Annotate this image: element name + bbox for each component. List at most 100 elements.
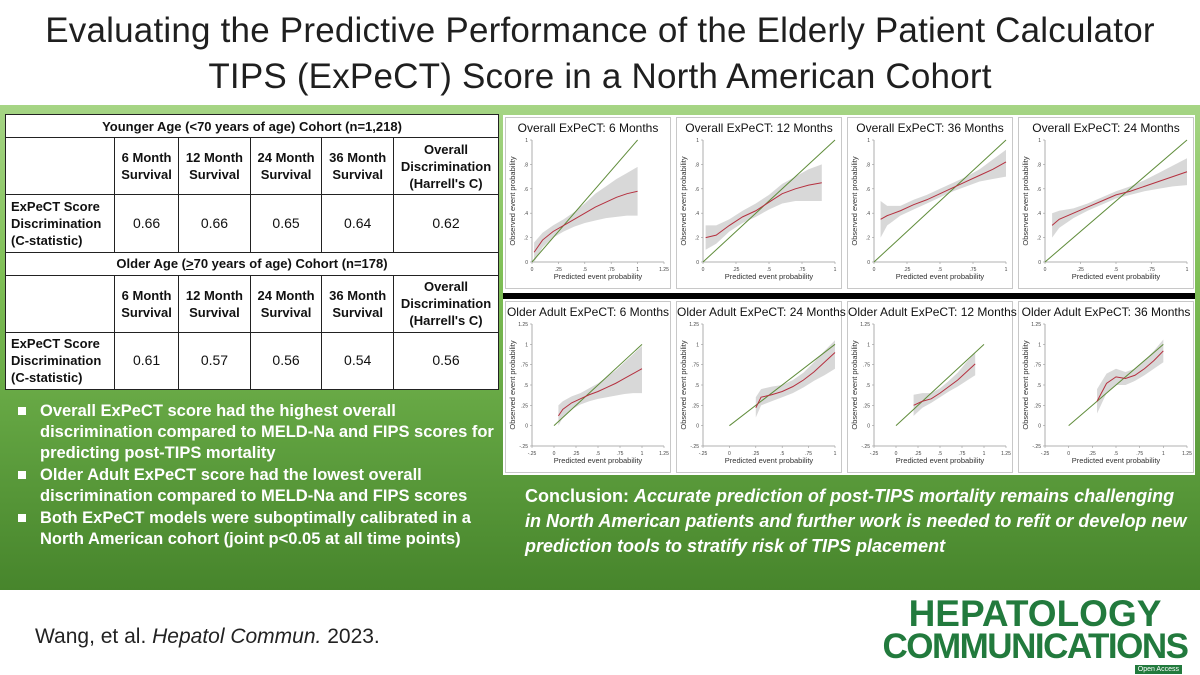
col-header-overall: Overall Discrimination (Harrell's C) — [393, 136, 499, 196]
x-tick-label: .75 — [608, 267, 615, 273]
plot-card: Overall ExPeCT: 12 Months 0 .25 .5 .75 1 0 .2 .4… — [676, 117, 842, 289]
y-tick-label: .5 — [1037, 383, 1041, 389]
x-axis-label: Predicted event probability — [896, 456, 985, 465]
plot-card: Older Adult ExPeCT: 24 Months -.25 0 .25 .5.… — [676, 301, 846, 473]
plot-title: Overall ExPeCT: 12 Months — [685, 121, 833, 135]
key-findings-list: Overall ExPeCT score had the highest ove… — [14, 401, 498, 551]
confidence-band — [558, 345, 642, 426]
logo-line-1: HEPATOLOGY — [908, 593, 1162, 634]
x-tick-label: 0 — [728, 451, 731, 457]
x-tick-label: -.25 — [1041, 451, 1050, 457]
x-tick-label: 1 — [1162, 451, 1165, 457]
empty-cell — [5, 136, 115, 196]
x-tick-label: .25 — [555, 267, 562, 273]
plot-card: Overall ExPeCT: 6 Months 0 .25 .5 .75 1 1.25 0.… — [505, 117, 671, 289]
calibration-plot: -.25 0 .25 .5 .75 1 -.25 0 .25 .5 .75 1 1.25 Predicte… — [679, 322, 837, 465]
x-tick-label: 1 — [636, 267, 639, 273]
x-tick-label: 1 — [983, 451, 986, 457]
x-tick-label: .75 — [1148, 267, 1155, 273]
y-tick-label: 0 — [867, 424, 870, 430]
x-tick-label: 0 — [702, 267, 705, 273]
x-tick-label: 0 — [531, 267, 534, 273]
col-header-6m: 6 Month Survival — [113, 274, 180, 333]
y-axis-label: Observed event probability — [1021, 340, 1030, 429]
plot-card: Older Adult ExPeCT: 12 Months -.25 0 .25 .5.… — [847, 301, 1017, 473]
confidence-band — [534, 166, 638, 262]
younger-values-row: ExPeCT Score Discrimination (C-statistic) … — [5, 194, 499, 253]
confidence-band — [880, 149, 1006, 238]
plot-title: Older Adult ExPeCT: 36 Months — [1021, 305, 1191, 319]
y-axis-label: Observed event probability — [1021, 156, 1030, 245]
y-tick-label: .8 — [1037, 162, 1041, 168]
y-tick-label: .8 — [695, 162, 699, 168]
y-tick-label: .25 — [692, 403, 699, 409]
plot-title: Overall ExPeCT: 24 Months — [1032, 121, 1180, 135]
observed-line — [1096, 350, 1164, 402]
y-tick-label: .4 — [695, 211, 699, 217]
conclusion: Conclusion: Accurate prediction of post-… — [525, 484, 1195, 559]
x-tick-label: .5 — [596, 451, 600, 457]
x-tick-label: 1 — [641, 451, 644, 457]
y-tick-label: .4 — [524, 211, 528, 217]
y-axis-label: Observed event probability — [850, 340, 859, 429]
x-tick-label: .25 — [1077, 267, 1084, 273]
observed-line — [557, 368, 643, 417]
row-label: ExPeCT Score Discrimination (C-statistic) — [5, 331, 115, 391]
confidence-band — [913, 352, 976, 416]
plot-title: Overall ExPeCT: 36 Months — [856, 121, 1004, 135]
x-axis-label: Predicted event probability — [725, 272, 814, 281]
journal-logo: HEPATOLOGY COMMUNICATIONS Open Access — [880, 595, 1190, 675]
col-header-overall: Overall Discrimination (Harrell's C) — [393, 274, 499, 333]
citation: Wang, et al. Hepatol Commun. 2023. — [35, 625, 380, 648]
y-tick-label: 1.25 — [860, 322, 870, 328]
x-tick-label: .5 — [938, 451, 942, 457]
y-tick-label: .75 — [1034, 363, 1041, 369]
col-header-24m: 24 Month Survival — [249, 274, 323, 333]
x-tick-label: .75 — [799, 267, 806, 273]
title-line-1: Evaluating the Predictive Performance of… — [45, 11, 1155, 50]
x-axis-label: Predicted event probability — [1072, 272, 1161, 281]
x-tick-label: .5 — [1114, 451, 1118, 457]
reference-line — [553, 343, 643, 427]
y-tick-label: -.25 — [861, 444, 870, 450]
y-tick-label: 1 — [696, 342, 699, 348]
y-tick-label: .4 — [1037, 211, 1041, 217]
plot-title: Overall ExPeCT: 6 Months — [517, 121, 659, 135]
y-tick-label: .6 — [524, 187, 528, 193]
y-tick-label: 1 — [696, 138, 699, 144]
x-tick-label: 1 — [1005, 267, 1008, 273]
conclusion-label: Conclusion: — [525, 486, 629, 506]
y-tick-label: 0 — [1038, 260, 1041, 266]
y-tick-label: .2 — [524, 236, 528, 242]
x-tick-label: 1 — [834, 451, 837, 457]
y-tick-label: 1 — [525, 342, 528, 348]
younger-6m-value: 0.66 — [113, 194, 180, 253]
younger-12m-value: 0.66 — [178, 194, 251, 253]
y-axis-label: Observed event probability — [850, 156, 859, 245]
observed-line — [913, 363, 976, 406]
y-tick-label: 0 — [525, 260, 528, 266]
y-tick-label: 1 — [867, 138, 870, 144]
y-tick-label: .2 — [695, 236, 699, 242]
x-tick-label: .25 — [752, 451, 759, 457]
y-tick-label: .2 — [1037, 236, 1041, 242]
reference-line — [702, 139, 836, 263]
older-values-row: ExPeCT Score Discrimination (C-statistic) … — [5, 331, 499, 391]
x-axis-label: Predicted event probability — [725, 456, 814, 465]
older-12m-value: 0.57 — [178, 331, 251, 391]
x-tick-label: .75 — [1136, 451, 1143, 457]
col-header-12m: 12 Month Survival — [178, 136, 251, 196]
x-tick-label: 1.25 — [659, 267, 669, 273]
y-tick-label: 1 — [1038, 138, 1041, 144]
plots-divider — [503, 293, 1195, 299]
observed-line — [533, 190, 638, 253]
x-tick-label: .5 — [1114, 267, 1118, 273]
poster-title: Evaluating the Predictive Performance of… — [0, 8, 1200, 100]
y-tick-label: .5 — [524, 383, 528, 389]
title-line-2: TIPS (ExPeCT) Score in a North American … — [208, 57, 992, 96]
x-tick-label: 1.25 — [1182, 451, 1192, 457]
conclusion-text: Accurate prediction of post-TIPS mortali… — [525, 486, 1187, 556]
y-tick-label: .25 — [863, 403, 870, 409]
observed-line — [880, 161, 1007, 220]
